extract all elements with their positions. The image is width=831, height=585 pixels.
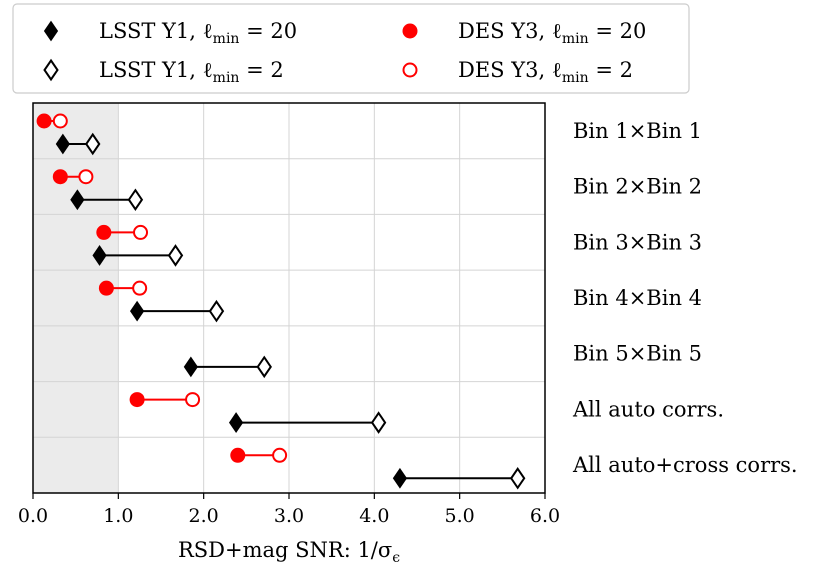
x-tick-label-1: 1.0 — [103, 505, 133, 527]
x-axis: 0.0 1.0 2.0 3.0 4.0 5.0 6.0 RSD+mag SNR: 1/σϵ — [18, 493, 560, 566]
row-group-6 — [129, 392, 387, 434]
lsst-lmin20-point-2 — [70, 189, 85, 211]
des-lmin2-point-6 — [185, 392, 201, 408]
lsst-lmin2-point-7 — [509, 467, 526, 490]
legend-label-des_lmin20: DES Y3, ℓmin = 20 — [458, 19, 646, 47]
lsst-lmin2-point-1 — [85, 132, 101, 156]
row-group-7 — [230, 447, 526, 490]
x-tick-label-0: 0.0 — [18, 505, 48, 527]
lsst-lmin2-point-4 — [208, 299, 225, 323]
x-tick-label-6: 6.0 — [530, 505, 560, 527]
lsst-lmin20-point-6 — [228, 412, 244, 433]
row-label-3: Bin 3×Bin 3 — [573, 230, 702, 254]
des-lmin20-point-3 — [96, 224, 112, 240]
legend-marker-des_lmin2 — [402, 62, 418, 78]
row-label-6: All auto corrs. — [572, 397, 724, 421]
legend-label-lsst_lmin20: LSST Y1, ℓmin = 20 — [99, 19, 297, 47]
legend: LSST Y1, ℓmin = 20 LSST Y1, ℓmin = 2 DES Y… — [12, 3, 690, 94]
shaded-region — [33, 103, 119, 493]
row-group-4 — [98, 280, 225, 323]
row-label-2: Bin 2×Bin 2 — [573, 175, 702, 199]
legend-label-des_lmin2: DES Y3, ℓmin = 2 — [458, 58, 633, 86]
legend-marker-lsst_lmin2 — [43, 58, 59, 82]
legend-item-lsst_lmin2: LSST Y1, ℓmin = 2 — [43, 58, 284, 86]
row-group-1 — [36, 113, 101, 156]
des-lmin20-point-2 — [52, 169, 68, 185]
row-label-4: Bin 4×Bin 4 — [573, 286, 702, 310]
x-tick-label-3: 3.0 — [274, 505, 304, 527]
row-group-3 — [92, 224, 184, 267]
lsst-lmin2-point-6 — [370, 411, 387, 434]
legend-box — [12, 3, 690, 94]
x-axis-title: RSD+mag SNR: 1/σϵ — [178, 538, 400, 566]
des-lmin2-point-3 — [133, 224, 149, 240]
lsst-lmin20-point-7 — [392, 467, 408, 489]
legend-label-lsst_lmin2: LSST Y1, ℓmin = 2 — [99, 58, 284, 86]
x-axis-title-subscript: ϵ — [392, 550, 400, 566]
row-labels: Bin 1×Bin 1 Bin 2×Bin 2 Bin 3×Bin 3 Bin 4×B… — [572, 119, 798, 477]
row-label-7: All auto+cross corrs. — [572, 453, 798, 477]
lsst-lmin2-point-5 — [256, 355, 272, 379]
legend-marker-des_lmin20 — [402, 23, 418, 39]
des-lmin2-point-4 — [132, 280, 148, 296]
x-axis-title-main: RSD+mag SNR: 1/σ — [178, 538, 392, 562]
row-group-2 — [52, 169, 144, 211]
legend-item-des_lmin2: DES Y3, ℓmin = 2 — [402, 58, 633, 86]
x-tick-label-4: 4.0 — [359, 505, 389, 527]
legend-item-lsst_lmin20: LSST Y1, ℓmin = 20 — [43, 19, 297, 47]
x-tick-label-5: 5.0 — [445, 505, 475, 527]
des-lmin20-point-6 — [129, 392, 145, 408]
lsst-lmin2-point-2 — [127, 188, 144, 211]
des-lmin20-point-1 — [36, 113, 52, 129]
legend-marker-lsst_lmin20 — [43, 20, 59, 42]
des-lmin2-point-7 — [272, 447, 288, 463]
des-lmin20-point-7 — [230, 447, 246, 463]
plot-area — [32, 102, 546, 494]
des-lmin20-point-4 — [98, 280, 114, 296]
row-group-5 — [183, 355, 272, 379]
lsst-lmin20-point-4 — [130, 300, 145, 322]
legend-item-des_lmin20: DES Y3, ℓmin = 20 — [402, 19, 646, 47]
row-label-5: Bin 5×Bin 5 — [573, 342, 702, 366]
lsst-lmin20-point-5 — [183, 356, 198, 378]
des-lmin2-point-2 — [78, 169, 94, 185]
lsst-lmin20-point-3 — [92, 245, 107, 266]
x-tick-label-2: 2.0 — [189, 505, 219, 527]
lsst-lmin2-point-3 — [167, 244, 184, 267]
row-label-1: Bin 1×Bin 1 — [573, 119, 702, 143]
des-lmin2-point-1 — [52, 113, 68, 129]
lsst-lmin20-point-1 — [55, 133, 70, 155]
